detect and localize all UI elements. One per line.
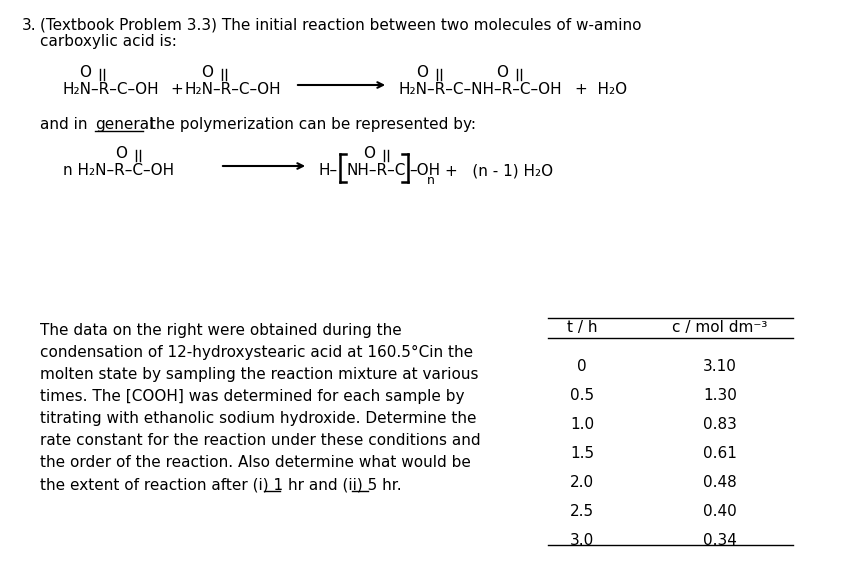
Text: the polymerization can be represented by:: the polymerization can be represented by… bbox=[145, 117, 476, 132]
Text: 2.5: 2.5 bbox=[570, 504, 594, 519]
Text: The data on the right were obtained during the: The data on the right were obtained duri… bbox=[40, 323, 402, 338]
Text: 0.40: 0.40 bbox=[703, 504, 737, 519]
Text: 1.0: 1.0 bbox=[570, 417, 594, 432]
Text: +   (n - 1) H₂O: + (n - 1) H₂O bbox=[445, 163, 553, 178]
Text: O: O bbox=[201, 65, 213, 80]
Text: 0.61: 0.61 bbox=[703, 446, 737, 461]
Text: O: O bbox=[496, 65, 508, 80]
Text: O: O bbox=[79, 65, 91, 80]
Text: NH–R–C: NH–R–C bbox=[347, 163, 406, 178]
Text: the order of the reaction. Also determine what would be: the order of the reaction. Also determin… bbox=[40, 455, 471, 470]
Text: H₂N–R–C–NH–R–C–OH: H₂N–R–C–NH–R–C–OH bbox=[398, 82, 561, 97]
Text: 3.10: 3.10 bbox=[703, 359, 737, 374]
Text: general: general bbox=[95, 117, 153, 132]
Text: H₂N–R–C–OH: H₂N–R–C–OH bbox=[185, 82, 282, 97]
Text: 0: 0 bbox=[577, 359, 587, 374]
Text: carboxylic acid is:: carboxylic acid is: bbox=[40, 34, 177, 49]
Text: (Textbook Problem 3.3) The initial reaction between two molecules of w-amino: (Textbook Problem 3.3) The initial react… bbox=[40, 18, 641, 33]
Text: n: n bbox=[427, 174, 435, 187]
Text: rate constant for the reaction under these conditions and: rate constant for the reaction under the… bbox=[40, 433, 480, 448]
Text: condensation of 12-hydroxystearic acid at 160.5°Cin the: condensation of 12-hydroxystearic acid a… bbox=[40, 345, 474, 360]
Text: O: O bbox=[416, 65, 428, 80]
Text: times. The [COOH] was determined for each sample by: times. The [COOH] was determined for eac… bbox=[40, 389, 464, 404]
Text: H₂N–R–C–OH: H₂N–R–C–OH bbox=[63, 82, 159, 97]
Text: molten state by sampling the reaction mixture at various: molten state by sampling the reaction mi… bbox=[40, 367, 479, 382]
Text: +: + bbox=[170, 82, 183, 97]
Text: H–: H– bbox=[318, 163, 338, 178]
Text: 0.34: 0.34 bbox=[703, 533, 737, 548]
Text: 2.0: 2.0 bbox=[570, 475, 594, 490]
Text: 3.0: 3.0 bbox=[570, 533, 594, 548]
Text: 1.30: 1.30 bbox=[703, 388, 737, 403]
Text: the extent of reaction after (i) 1 hr and (ii) 5 hr.: the extent of reaction after (i) 1 hr an… bbox=[40, 477, 401, 492]
Text: 1.5: 1.5 bbox=[570, 446, 594, 461]
Text: +  H₂O: + H₂O bbox=[575, 82, 627, 97]
Text: 0.5: 0.5 bbox=[570, 388, 594, 403]
Text: titrating with ethanolic sodium hydroxide. Determine the: titrating with ethanolic sodium hydroxid… bbox=[40, 411, 476, 426]
Text: t / h: t / h bbox=[567, 320, 598, 335]
Text: 3.: 3. bbox=[22, 18, 37, 33]
Text: 0.83: 0.83 bbox=[703, 417, 737, 432]
Text: n H₂N–R–C–OH: n H₂N–R–C–OH bbox=[63, 163, 174, 178]
Text: O: O bbox=[115, 146, 127, 161]
Text: –OH: –OH bbox=[409, 163, 440, 178]
Text: and in: and in bbox=[40, 117, 92, 132]
Text: c / mol dm⁻³: c / mol dm⁻³ bbox=[672, 320, 768, 335]
Text: 0.48: 0.48 bbox=[703, 475, 737, 490]
Text: O: O bbox=[363, 146, 375, 161]
